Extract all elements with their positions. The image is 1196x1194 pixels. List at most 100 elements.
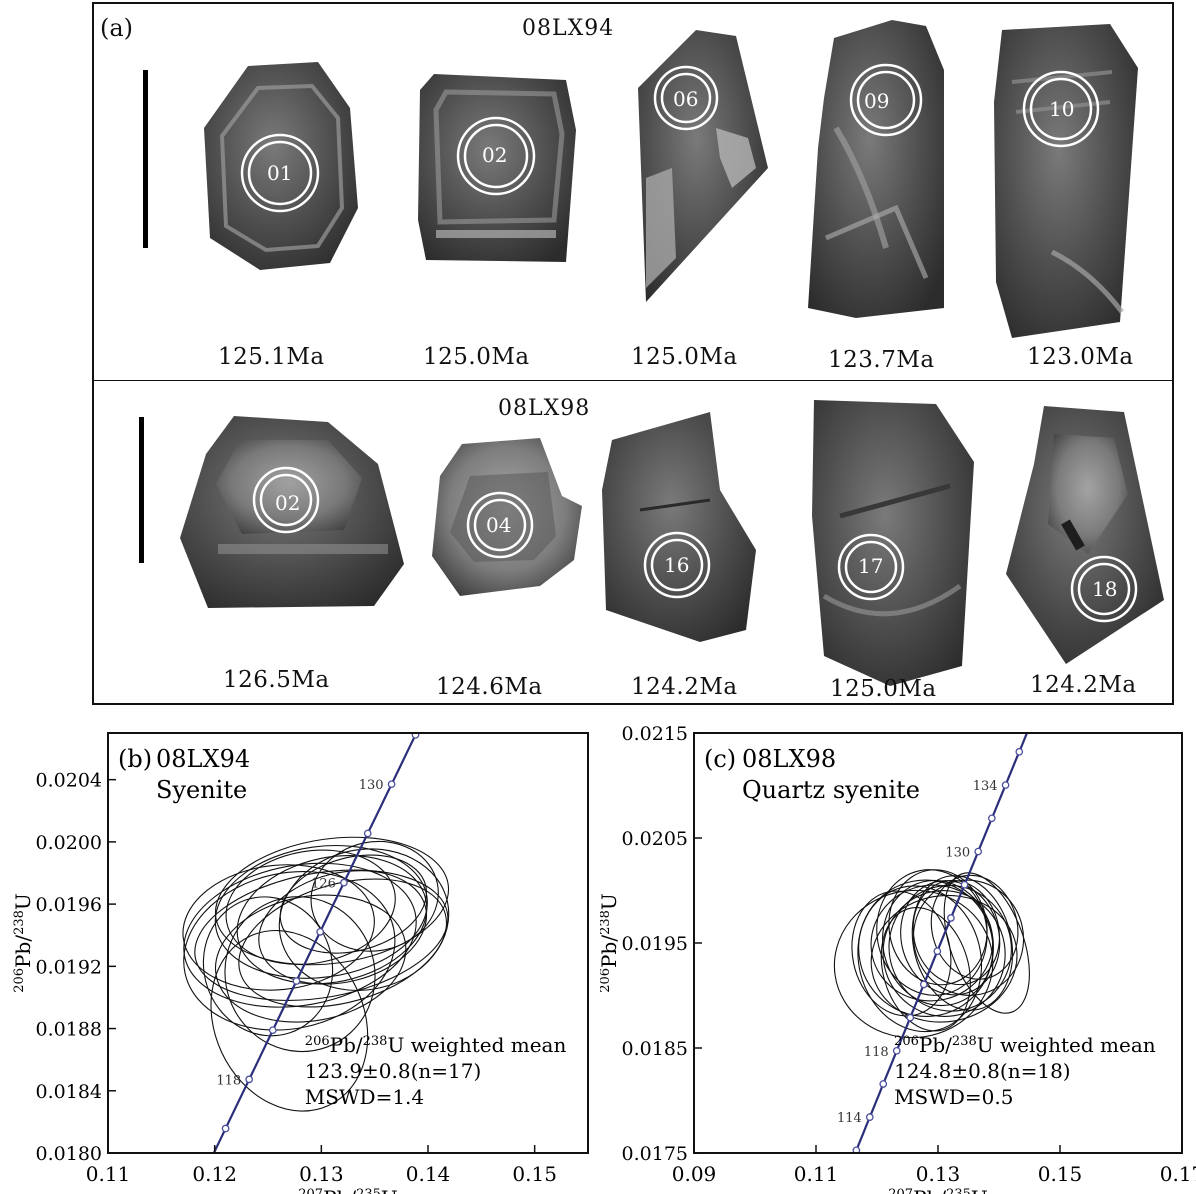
error-ellipse bbox=[194, 869, 449, 1001]
error-ellipse bbox=[851, 890, 952, 1017]
sample-name-top: 08LX94 bbox=[522, 16, 615, 41]
concordia-age-marker bbox=[892, 1046, 901, 1055]
spot-label: 02 bbox=[275, 491, 301, 515]
x-tick-label: 0.17 bbox=[1160, 1162, 1196, 1186]
scale-bar-bottom bbox=[139, 417, 144, 563]
error-ellipse bbox=[857, 885, 983, 1033]
error-ellipse bbox=[882, 890, 1006, 1017]
spot-label: 02 bbox=[482, 143, 508, 167]
x-tick-label: 0.13 bbox=[916, 1162, 961, 1186]
error-ellipse bbox=[278, 848, 450, 991]
concordia-age-marker bbox=[974, 847, 983, 856]
zircon-grain bbox=[180, 416, 404, 608]
panel-label: (c) bbox=[704, 745, 736, 773]
y-tick-label: 0.0205 bbox=[622, 828, 688, 850]
grain-age: 123.0Ma bbox=[1027, 344, 1134, 370]
concordia-age-marker bbox=[363, 829, 372, 838]
y-tick-label: 0.0196 bbox=[36, 894, 102, 916]
panel-a-frame bbox=[92, 2, 1174, 705]
error-ellipse bbox=[202, 896, 334, 1037]
concordia-age-marker bbox=[919, 980, 928, 989]
error-ellipse bbox=[912, 879, 1025, 996]
spot-label: 17 bbox=[858, 554, 884, 578]
y-tick-label: 0.0180 bbox=[36, 1143, 102, 1165]
grain-age: 124.6Ma bbox=[436, 674, 543, 700]
concordia-age-label: 114 bbox=[837, 1111, 862, 1126]
concordia-age-marker bbox=[852, 1146, 861, 1153]
x-axis-label: 207Pb/235U bbox=[298, 1186, 398, 1194]
concordia-age-marker bbox=[933, 947, 942, 956]
error-ellipse bbox=[182, 864, 375, 991]
zircon-grain bbox=[432, 438, 582, 596]
concordia-curve bbox=[854, 733, 1029, 1153]
weighted-mean-label: 206Pb/238U weighted mean bbox=[894, 1033, 1156, 1057]
grain-age: 124.2Ma bbox=[631, 674, 738, 700]
x-tick-label: 0.11 bbox=[794, 1162, 839, 1186]
x-tick-label: 0.09 bbox=[672, 1162, 717, 1186]
concordia-age-label: 130 bbox=[945, 846, 970, 861]
chart-subtitle: Syenite bbox=[156, 776, 247, 804]
y-tick-label: 0.0192 bbox=[36, 956, 102, 978]
x-tick-label: 0.14 bbox=[406, 1162, 451, 1186]
y-tick-label: 0.0188 bbox=[36, 1019, 102, 1041]
concordia-age-marker bbox=[245, 1075, 254, 1084]
mswd-value: MSWD=1.4 bbox=[305, 1085, 424, 1109]
zircon-grain bbox=[808, 20, 944, 318]
x-tick-label: 0.11 bbox=[86, 1162, 131, 1186]
concordia-age-label: 130 bbox=[359, 778, 384, 793]
spot-label: 16 bbox=[664, 553, 690, 577]
chart-title: 08LX98 bbox=[742, 745, 836, 773]
concordia-age-label: 134 bbox=[973, 779, 998, 794]
concordia-age-marker bbox=[292, 977, 301, 985]
error-ellipse bbox=[911, 875, 1014, 1011]
zircon-grain bbox=[1006, 406, 1164, 664]
concordia-age-marker bbox=[221, 1124, 230, 1133]
error-ellipse bbox=[183, 870, 396, 1031]
x-tick-label: 0.13 bbox=[299, 1162, 344, 1186]
zircon-grain bbox=[994, 24, 1138, 338]
error-ellipse bbox=[224, 896, 376, 1053]
error-ellipse bbox=[876, 869, 988, 996]
concordia-age-marker bbox=[960, 880, 969, 889]
x-axis-label: 207Pb/235U bbox=[888, 1186, 988, 1194]
y-axis-label: 206Pb/238U bbox=[11, 893, 35, 993]
concordia-age-marker bbox=[316, 927, 325, 936]
zircon-grain bbox=[812, 400, 974, 686]
panel-label: (b) bbox=[118, 745, 152, 773]
error-ellipse bbox=[238, 878, 448, 1008]
error-ellipse bbox=[912, 879, 1001, 986]
concordia-age-label: 118 bbox=[216, 1073, 241, 1088]
concordia-age-marker bbox=[411, 733, 420, 739]
chart-title: 08LX94 bbox=[156, 745, 250, 773]
y-axis-label: 206Pb/238U bbox=[600, 893, 621, 993]
concordia-curve bbox=[212, 733, 418, 1153]
zircon-grain bbox=[638, 30, 768, 302]
mswd-value: MSWD=0.5 bbox=[894, 1085, 1013, 1109]
grain-age: 125.0Ma bbox=[830, 676, 937, 702]
error-ellipse bbox=[214, 836, 450, 966]
spot-label: 06 bbox=[673, 87, 699, 111]
spot-label: 10 bbox=[1049, 97, 1075, 121]
grain-age: 124.2Ma bbox=[1030, 672, 1137, 698]
concordia-chart-c: 114 118 130 134 0.09 0.11 0.13 0.15 0.17 0.0175 0.… bbox=[600, 723, 1196, 1194]
plot-frame bbox=[107, 732, 589, 1154]
x-tick-label: 0.12 bbox=[192, 1162, 237, 1186]
weighted-mean-value: 123.9±0.8(n=17) bbox=[305, 1059, 482, 1083]
y-tick-label: 0.0204 bbox=[36, 770, 102, 792]
panel-a-divider bbox=[92, 380, 1174, 381]
grain-age: 123.7Ma bbox=[828, 347, 935, 373]
y-tick-label: 0.0184 bbox=[36, 1081, 102, 1103]
concordia-chart-b: 118 126 130 0.11 0.12 0.13 0.14 0.15 0.0180 0.018… bbox=[11, 732, 589, 1194]
sample-name-bottom: 08LX98 bbox=[498, 396, 591, 421]
concordia-age-marker bbox=[340, 878, 348, 887]
grain-age: 126.5Ma bbox=[223, 667, 330, 693]
y-tick-label: 0.0200 bbox=[36, 832, 102, 854]
concordia-age-marker bbox=[268, 1026, 277, 1035]
spot-label: 04 bbox=[486, 513, 512, 537]
y-tick-label: 0.0185 bbox=[622, 1038, 688, 1060]
plot-area: 114 118 130 134 bbox=[833, 733, 1030, 1153]
weighted-mean-value: 124.8±0.8(n=18) bbox=[894, 1059, 1071, 1083]
error-ellipse bbox=[858, 879, 994, 1018]
weighted-mean-label: 206Pb/238U weighted mean bbox=[305, 1033, 567, 1057]
y-tick-label: 0.0195 bbox=[622, 933, 688, 955]
